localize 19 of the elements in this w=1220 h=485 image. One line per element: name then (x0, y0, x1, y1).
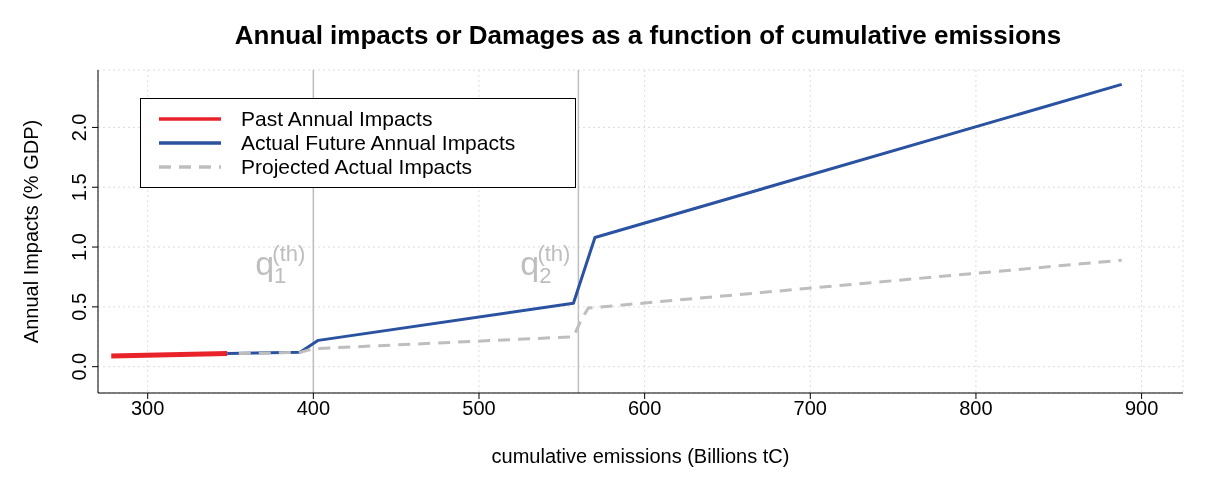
y-tick-label: 0.5 (68, 292, 90, 321)
x-tick-label: 400 (296, 397, 331, 420)
chart-title: Annual impacts or Damages as a function of cumulative emissions (233, 20, 1063, 51)
x-tick-label: 500 (462, 397, 496, 420)
y-tick-label: 2.0 (68, 113, 90, 142)
x-tick-label: 300 (131, 397, 165, 420)
legend-label: Projected Actual Impacts (240, 155, 474, 179)
x-tick-label: 700 (793, 397, 827, 420)
y-axis-title: Annual Impacts (% GDP) (20, 119, 42, 344)
y-tick-label: 1.0 (68, 233, 90, 261)
y-tick-label: 0.0 (68, 352, 90, 381)
x-axis-title: cumulative emissions (Billions tC) (491, 445, 790, 467)
legend-label: Past Annual Impacts (240, 107, 434, 131)
legend-label: Actual Future Annual Impacts (240, 131, 516, 155)
x-tick-label: 800 (959, 397, 993, 420)
y-tick-label: 1.5 (68, 173, 90, 202)
x-tick-label: 900 (1124, 397, 1159, 420)
line-series (225, 82, 1124, 356)
x-tick-label: 600 (627, 397, 662, 420)
